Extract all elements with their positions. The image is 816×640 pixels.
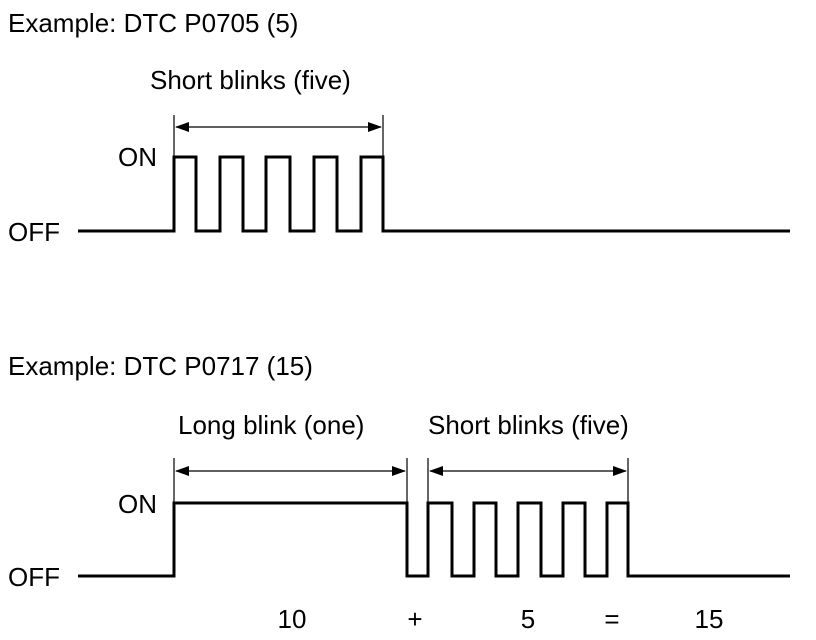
equation-equals: =: [604, 604, 619, 634]
equation-result: 15: [695, 604, 724, 634]
example-2-title: Example: DTC P0717 (15): [8, 351, 313, 381]
example-2-waveform: [78, 501, 790, 578]
arrow-left-icon: [175, 122, 189, 132]
example-2-long-dimension: [173, 458, 408, 503]
equation-term-1: 10: [278, 604, 307, 634]
example-2-short-label: Short blinks (five): [428, 410, 629, 440]
example-1-off-label: OFF: [8, 217, 60, 247]
example-1-waveform: [78, 155, 790, 233]
example-2-short-dimension: [427, 458, 629, 503]
example-2-on-label: ON: [118, 489, 157, 519]
example-2-long-label: Long blink (one): [178, 410, 364, 440]
equation-plus: +: [407, 604, 422, 634]
arrow-right-icon: [613, 466, 627, 476]
example-1-on-label: ON: [118, 142, 157, 172]
example-1-span-label: Short blinks (five): [150, 65, 351, 95]
example-1-span-dimension: [173, 115, 384, 157]
arrow-left-icon: [429, 466, 443, 476]
example-2-off-label: OFF: [8, 562, 60, 592]
example-1: Example: DTC P0705 (5) Short blinks (fiv…: [8, 8, 790, 247]
arrow-right-icon: [392, 466, 406, 476]
arrow-left-icon: [175, 466, 189, 476]
equation-term-2: 5: [521, 604, 535, 634]
example-2: Example: DTC P0717 (15) Long blink (one)…: [8, 351, 790, 634]
arrow-right-icon: [368, 122, 382, 132]
example-2-equation: 10 + 5 = 15: [278, 604, 724, 634]
example-1-title: Example: DTC P0705 (5): [8, 8, 298, 38]
